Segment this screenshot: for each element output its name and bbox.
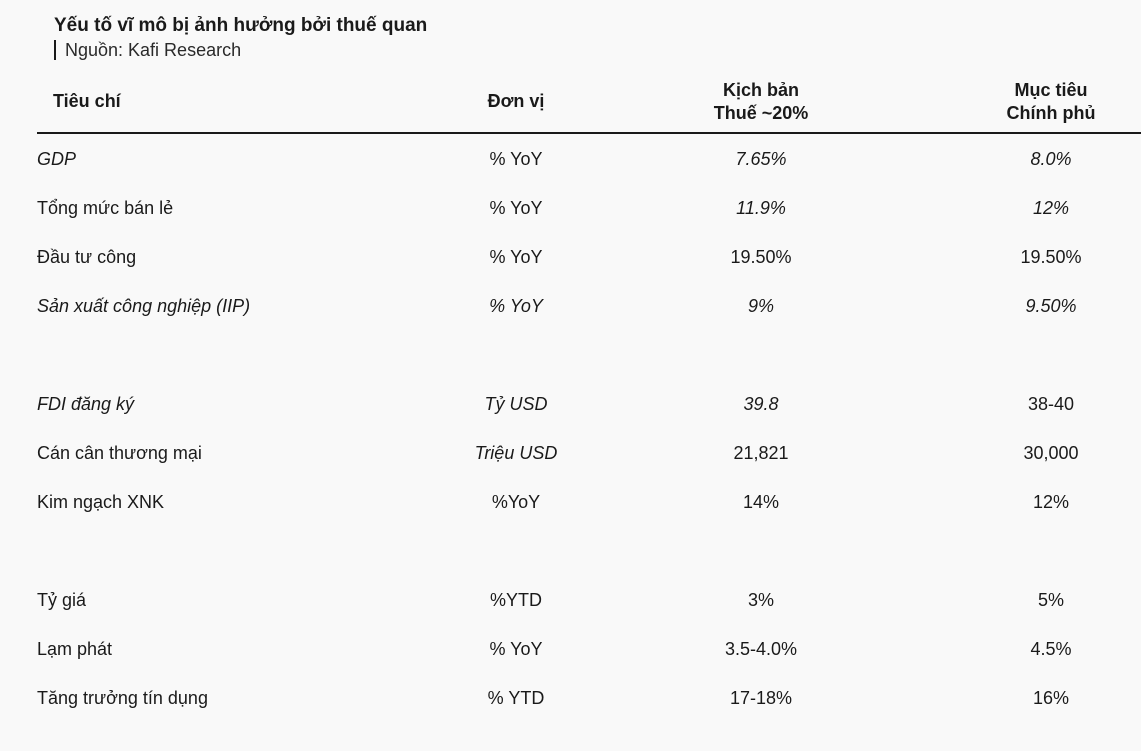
table-row-gdp: GDP % YoY 7.65% 8.0% [0, 144, 1141, 174]
row-name: Tăng trưởng tín dụng [37, 688, 208, 708]
header-criteria: Tiêu chí [53, 91, 121, 111]
row-unit: %YTD [489, 590, 542, 610]
row-name: Đầu tư công [37, 247, 137, 267]
row-name: Lạm phát [37, 639, 113, 659]
row-scenario: 9% [747, 296, 774, 316]
row-target: 12% [1032, 198, 1070, 218]
row-target: 38-40 [1027, 394, 1075, 414]
row-target: 5% [1037, 590, 1064, 610]
header-divider [37, 132, 1141, 134]
header-scenario-line1: Kịch bản [722, 80, 799, 100]
row-target: 30,000 [1023, 443, 1079, 463]
row-scenario: 21,821 [733, 443, 789, 463]
row-unit: Triệu USD [474, 443, 558, 463]
row-name: Sản xuất công nghiệp (IIP) [37, 296, 251, 316]
table-row-import-export: Kim ngạch XNK %YoY 14% 12% [0, 487, 1141, 517]
row-name: Tỷ giá [37, 590, 87, 610]
table-row-credit-growth: Tăng trưởng tín dụng % YTD 17-18% 16% [0, 683, 1141, 713]
row-unit: % YoY [489, 247, 543, 267]
row-scenario: 11.9% [736, 198, 786, 218]
header-scenario: Kịch bản Thuế ~20% [661, 79, 861, 125]
header-target: Mục tiêu Chính phủ [951, 79, 1141, 125]
row-target: 16% [1032, 688, 1070, 708]
header-unit: Đơn vị [487, 91, 545, 111]
table-row-fdi: FDI đăng ký Tỷ USD 39.8 38-40 [0, 389, 1141, 419]
row-name: Tổng mức bán lẻ [37, 198, 174, 218]
row-unit: Tỷ USD [484, 394, 548, 414]
row-target: 12% [1032, 492, 1070, 512]
row-target: 4.5% [1030, 639, 1072, 659]
row-unit: % YoY [489, 296, 543, 316]
row-scenario: 39.8 [743, 394, 779, 414]
table-row-exchange-rate: Tỷ giá %YTD 3% 5% [0, 585, 1141, 615]
source-note: Nguồn: Kafi Research [54, 40, 241, 60]
row-unit: % YoY [489, 198, 543, 218]
row-target: 9.50% [1025, 296, 1077, 316]
row-unit: %YoY [491, 492, 541, 512]
row-scenario: 3% [747, 590, 774, 610]
table-row-iip: Sản xuất công nghiệp (IIP) % YoY 9% 9.50… [0, 291, 1141, 321]
row-name: Kim ngạch XNK [37, 492, 165, 512]
header-scenario-line2: Thuế ~20% [713, 103, 809, 123]
row-scenario: 14% [742, 492, 780, 512]
table-row-retail: Tổng mức bán lẻ % YoY 11.9% 12% [0, 193, 1141, 223]
header-target-line1: Mục tiêu [1014, 80, 1088, 100]
row-scenario: 17-18% [729, 688, 793, 708]
row-target: 19.50% [1020, 247, 1082, 267]
table-row-public-investment: Đầu tư công % YoY 19.50% 19.50% [0, 242, 1141, 272]
table-row-trade-balance: Cán cân thương mại Triệu USD 21,821 30,0… [0, 438, 1141, 468]
row-name: GDP [37, 149, 77, 169]
row-unit: % YTD [487, 688, 545, 708]
row-scenario: 19.50% [730, 247, 792, 267]
row-unit: % YoY [489, 639, 543, 659]
row-unit: % YoY [489, 149, 543, 169]
page-title: Yếu tố vĩ mô bị ảnh hưởng bởi thuế quan [54, 15, 428, 36]
table-row-inflation: Lạm phát % YoY 3.5-4.0% 4.5% [0, 634, 1141, 664]
row-name: Cán cân thương mại [37, 443, 202, 463]
row-scenario: 3.5-4.0% [724, 639, 798, 659]
row-name: FDI đăng ký [37, 394, 135, 414]
row-target: 8.0% [1030, 149, 1072, 169]
header-target-line2: Chính phủ [1006, 103, 1096, 123]
row-scenario: 7.65% [735, 149, 787, 169]
